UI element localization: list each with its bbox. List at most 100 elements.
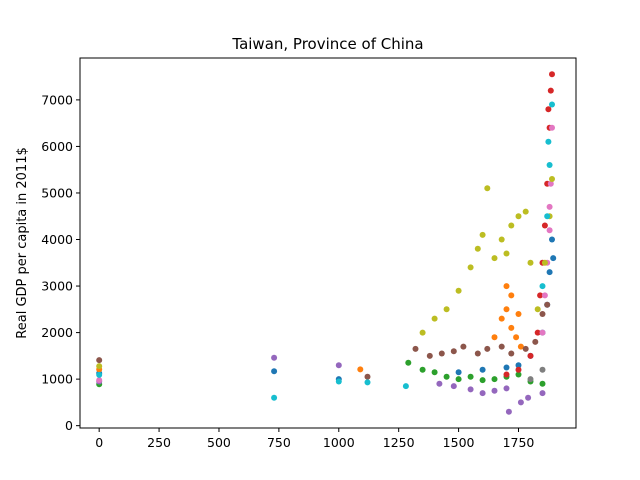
data-point-s1-p10 (515, 311, 522, 317)
data-point-s4-p2 (335, 362, 342, 369)
y-tick-label-1: 1000 (41, 372, 73, 387)
data-point-s8-p8 (484, 185, 491, 192)
y-tick-label-2: 2000 (41, 325, 73, 340)
data-point-s4-p8 (503, 385, 510, 392)
data-point-s5-p8 (484, 345, 491, 352)
data-point-s6-p5 (547, 180, 554, 187)
data-point-s5-p10 (508, 350, 515, 357)
data-point-s4-p4 (450, 383, 457, 390)
data-point-s8-p5 (467, 264, 474, 271)
data-point-s8-p14 (522, 208, 529, 215)
data-point-s0-p12 (550, 255, 557, 262)
x-tick-label-0: 0 (95, 435, 103, 450)
y-tick-label-7: 7000 (41, 92, 73, 107)
data-point-s1-p7 (517, 343, 524, 350)
data-point-s1-p3 (498, 315, 505, 322)
data-point-s8-p1 (419, 329, 426, 336)
data-point-s9-p4 (402, 383, 409, 390)
data-point-s6-p6 (549, 124, 555, 131)
data-point-s0-p5 (503, 364, 510, 371)
data-point-s5-p4 (438, 350, 445, 357)
data-point-s5-p14 (544, 301, 551, 308)
y-tick-label-6: 6000 (41, 139, 73, 154)
data-point-s1-p4 (503, 306, 510, 313)
data-point-s8-p6 (474, 245, 481, 252)
data-point-s9-p3 (364, 379, 371, 386)
data-point-s2-p3 (431, 369, 438, 376)
data-point-s5-p1 (364, 373, 371, 380)
data-point-s6-p4 (546, 227, 553, 234)
data-point-s0-p1 (271, 368, 278, 375)
data-point-s1-p6 (513, 334, 520, 341)
x-tick-label-5: 1250 (383, 435, 415, 450)
data-point-s6-p2 (541, 292, 548, 299)
data-point-s9-p1 (271, 394, 278, 401)
data-point-s5-p2 (412, 345, 419, 352)
data-point-s7-p1 (539, 366, 546, 373)
data-point-s5-p11 (522, 345, 529, 352)
data-point-s9-p8 (549, 101, 555, 108)
x-tick-label-6: 1500 (443, 435, 475, 450)
data-point-s1-p8 (503, 283, 510, 290)
data-point-s2-p7 (479, 377, 486, 384)
data-point-s9-p9 (545, 138, 552, 145)
data-point-s2-p10 (515, 371, 522, 378)
data-points (96, 71, 557, 415)
data-point-s4-p6 (479, 390, 486, 397)
data-point-s0-p3 (455, 369, 462, 376)
data-point-s4-p12 (539, 390, 546, 397)
data-point-s0-p11 (549, 236, 555, 243)
plot-frame (79, 57, 577, 429)
data-point-s2-p6 (467, 373, 474, 380)
data-point-s3-p9 (547, 87, 554, 94)
data-point-s4-p3 (436, 380, 443, 387)
data-point-s5-p5 (450, 348, 457, 355)
data-point-s1-p9 (508, 292, 515, 299)
data-point-s2-p5 (455, 376, 462, 383)
data-point-s2-p4 (443, 373, 450, 380)
data-point-s8-p16 (534, 306, 541, 313)
data-point-s1-p1 (357, 366, 364, 373)
data-point-s3-p1 (515, 366, 522, 373)
data-point-s4-p1 (271, 354, 278, 361)
chart-title: Taiwan, Province of China (231, 35, 423, 53)
data-point-s8-p7 (479, 231, 486, 238)
data-point-s3-p10 (549, 71, 555, 78)
data-point-s7-p0 (527, 376, 534, 383)
data-point-s9-p5 (539, 283, 546, 290)
data-point-s1-p5 (508, 324, 515, 331)
data-point-s2-p12 (539, 380, 546, 387)
data-point-s6-p1 (539, 329, 546, 336)
data-point-s3-p11 (545, 106, 552, 113)
data-point-s2-p1 (405, 359, 412, 366)
data-point-s2-p2 (419, 366, 426, 373)
y-tick-label-3: 3000 (41, 279, 73, 294)
data-point-s6-p0 (96, 377, 103, 384)
y-axis-label: Real GDP per capita in 2011$ (15, 147, 30, 338)
x-tick-label-7: 1750 (503, 435, 535, 450)
x-axis-ticks: 0 250 500 750 1000 1250 1500 1750 (95, 428, 534, 450)
data-point-s3-p2 (527, 352, 534, 359)
data-point-s0-p10 (546, 269, 553, 276)
data-point-s8-p0 (96, 363, 103, 370)
data-point-s3-p0 (503, 371, 510, 378)
data-point-s8-p2 (431, 315, 438, 322)
data-point-s2-p8 (491, 376, 498, 383)
data-point-s8-p12 (508, 222, 515, 229)
data-point-s6-p7 (546, 203, 553, 210)
data-point-s5-p6 (460, 343, 467, 350)
data-point-s8-p17 (541, 259, 548, 266)
x-tick-label-1: 250 (147, 435, 171, 450)
data-point-s4-p9 (505, 408, 512, 415)
data-point-s3-p6 (541, 222, 548, 229)
data-point-s9-p6 (544, 213, 551, 220)
data-point-s0-p4 (479, 366, 486, 373)
data-point-s5-p0 (96, 357, 103, 364)
data-point-s5-p7 (474, 350, 481, 357)
data-point-s3-p4 (537, 292, 544, 299)
data-point-s9-p2 (335, 378, 342, 385)
data-point-s3-p3 (534, 329, 541, 336)
y-tick-label-0: 0 (65, 418, 73, 433)
data-point-s5-p13 (539, 311, 546, 317)
